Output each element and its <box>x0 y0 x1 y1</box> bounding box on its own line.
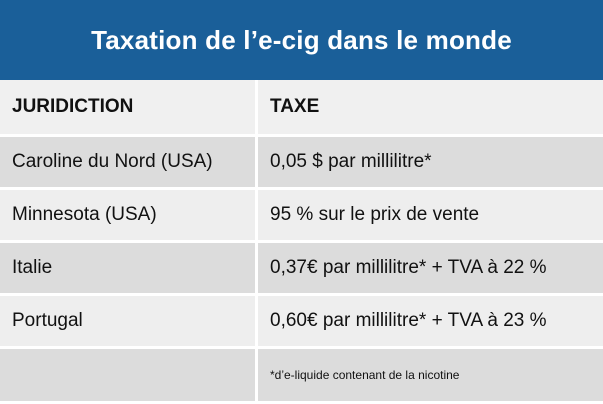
column-header-taxe: TAXE <box>258 80 603 137</box>
title-bar: Taxation de l’e-cig dans le monde <box>0 0 603 80</box>
jurisdiction-cell: Caroline du Nord (USA) <box>0 137 258 190</box>
tax-cell: 0,37€ par millilitre* + TVA à 22 % <box>258 243 603 296</box>
jurisdiction-cell: Portugal <box>0 296 258 349</box>
jurisdiction-cell: Minnesota (USA) <box>0 190 258 243</box>
tax-table: JURIDICTION TAXE Caroline du Nord (USA) … <box>0 80 603 404</box>
footnote: *d’e-liquide contenant de la nicotine <box>258 349 603 404</box>
table-row: Italie 0,37€ par millilitre* + TVA à 22 … <box>0 243 603 296</box>
table-header-row: JURIDICTION TAXE <box>0 80 603 137</box>
jurisdiction-cell: Italie <box>0 243 258 296</box>
page-title: Taxation de l’e-cig dans le monde <box>91 24 512 55</box>
table-row: Minnesota (USA) 95 % sur le prix de vent… <box>0 190 603 243</box>
footnote-empty-cell <box>0 349 258 404</box>
table-row: Portugal 0,60€ par millilitre* + TVA à 2… <box>0 296 603 349</box>
footnote-row: *d’e-liquide contenant de la nicotine <box>0 349 603 404</box>
tax-cell: 0,05 $ par millilitre* <box>258 137 603 190</box>
tax-cell: 0,60€ par millilitre* + TVA à 23 % <box>258 296 603 349</box>
column-header-juridiction: JURIDICTION <box>0 80 258 137</box>
tax-cell: 95 % sur le prix de vente <box>258 190 603 243</box>
table-row: Caroline du Nord (USA) 0,05 $ par millil… <box>0 137 603 190</box>
